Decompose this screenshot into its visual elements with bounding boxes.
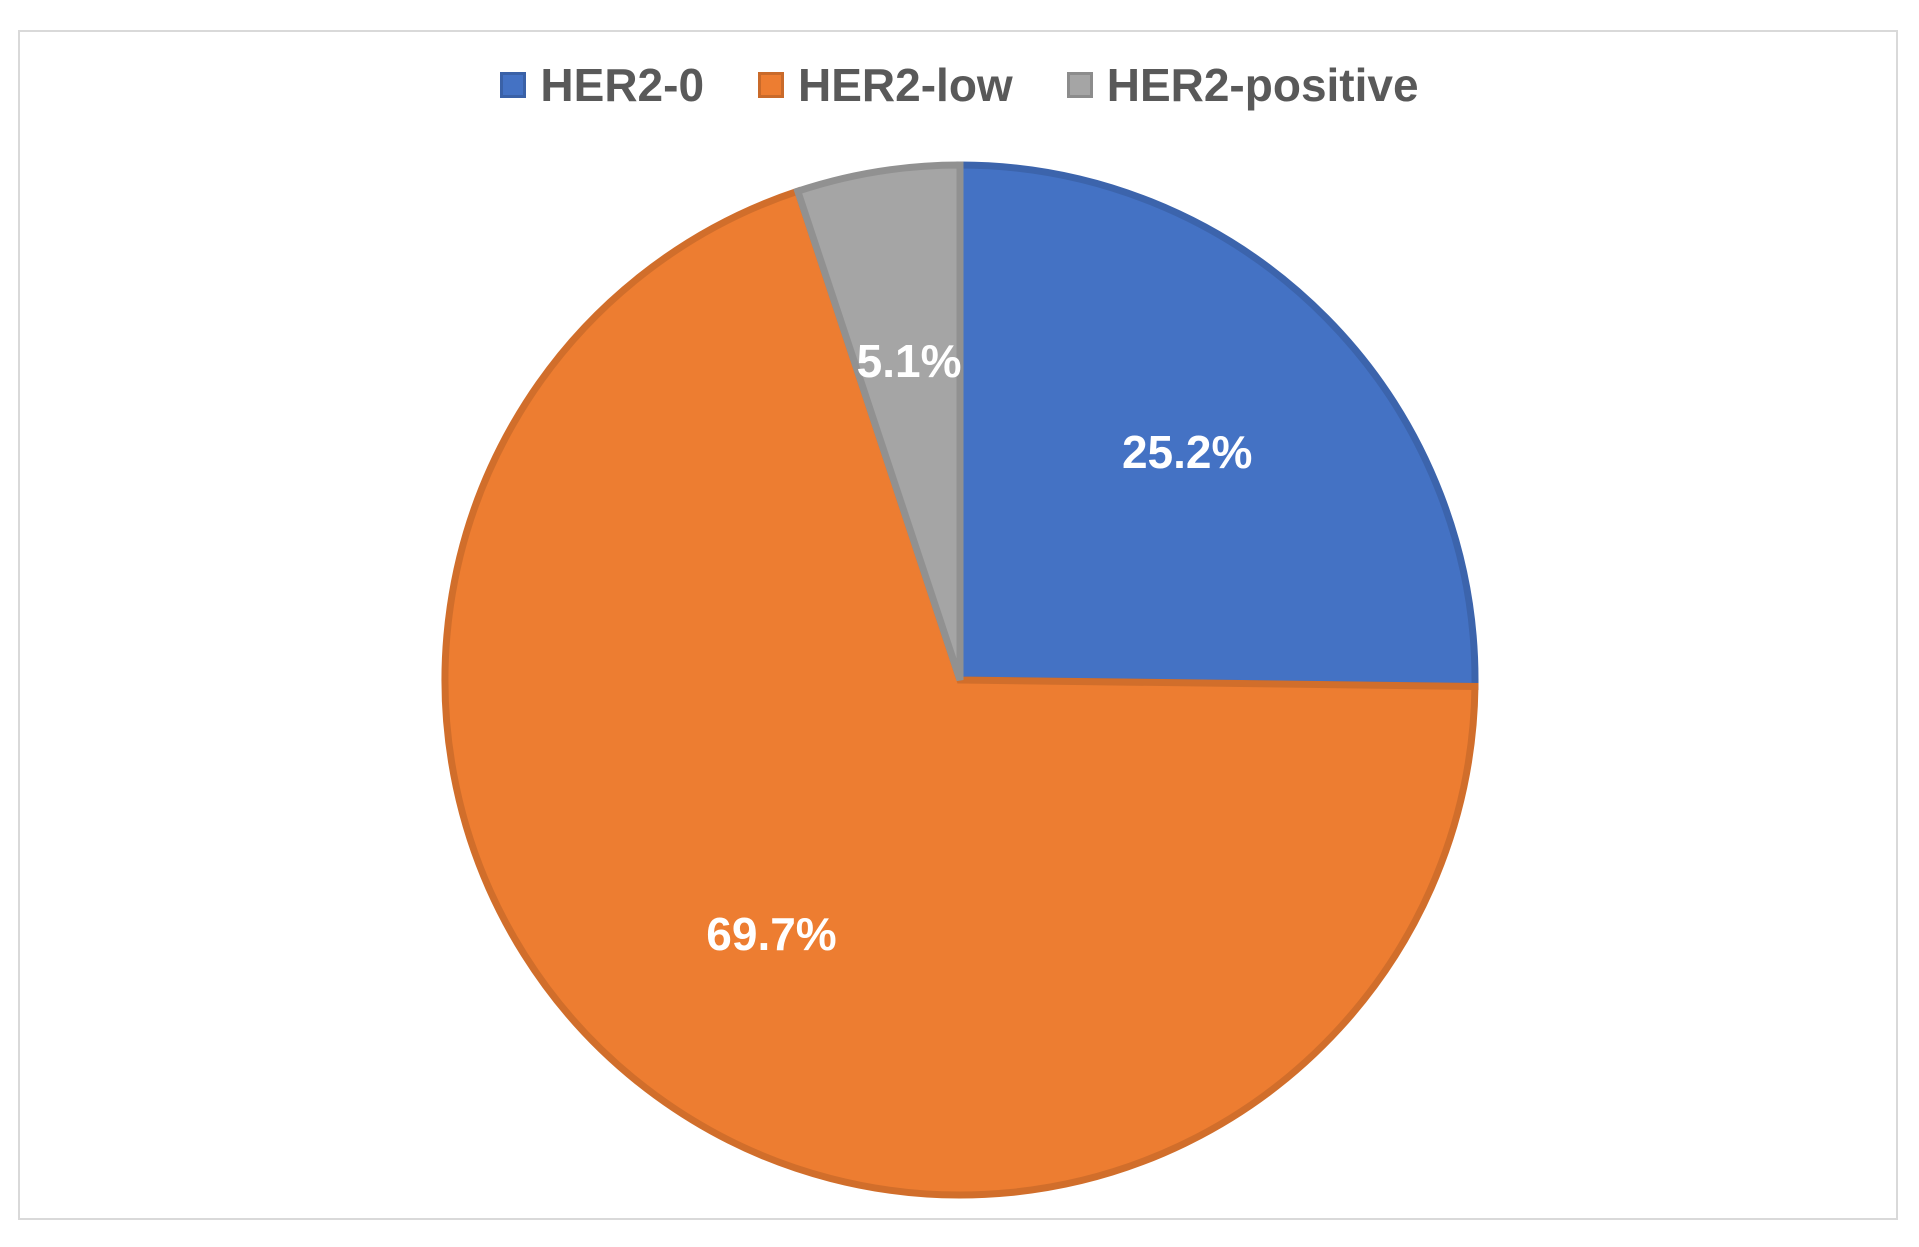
pie-slice-her2-positive (793, 161, 964, 682)
legend-label-her2-positive: HER2-positive (1106, 59, 1419, 111)
legend-item-her2-0: HER2-0 (500, 62, 704, 108)
legend-label-her2-0: HER2-0 (540, 59, 705, 111)
data-label-her2-0: 25.2% (1122, 426, 1252, 478)
legend-item-her2-positive: HER2-positive (1066, 59, 1419, 111)
legend-swatch-her2-low (758, 72, 785, 98)
legend-label-her2-low: HER2-low (798, 59, 1013, 111)
pie-slice-her2-0 (956, 161, 1479, 691)
pie-slice-her2-low (441, 186, 1479, 1199)
legend-swatch-her2-positive (1066, 72, 1093, 98)
legend-swatch-her2-0 (500, 72, 527, 98)
legend-item-her2-low: HER2-low (758, 62, 1013, 108)
data-label-her2-low: 69.7% (706, 908, 836, 960)
legend: HER2-0 HER2-low HER2-positive (0, 62, 1919, 108)
data-label-her2-positive: 5.1% (857, 335, 962, 387)
